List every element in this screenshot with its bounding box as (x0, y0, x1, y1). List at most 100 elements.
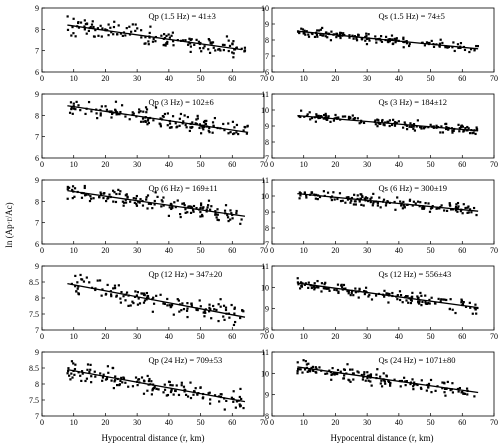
data-point (165, 394, 168, 397)
data-point (234, 406, 237, 409)
data-point (88, 199, 92, 203)
data-point (172, 44, 175, 47)
data-point (456, 201, 460, 205)
data-point (307, 281, 310, 284)
x-tick-label: 50 (427, 160, 435, 169)
data-point (335, 32, 338, 35)
data-point (427, 202, 430, 205)
data-point (88, 281, 91, 284)
data-point (239, 222, 242, 225)
data-point (91, 20, 94, 23)
data-point (182, 120, 185, 123)
data-point (163, 302, 166, 306)
data-point (339, 36, 342, 40)
data-point (323, 113, 326, 117)
data-point (231, 217, 234, 220)
data-point (184, 208, 187, 211)
data-point (199, 305, 202, 308)
data-point (186, 315, 189, 319)
data-point (310, 116, 314, 120)
x-tick-label: 40 (395, 418, 403, 427)
data-point (435, 207, 438, 210)
data-point (386, 200, 389, 203)
data-point (332, 191, 335, 194)
data-point (70, 106, 73, 109)
data-point (101, 288, 104, 291)
data-point (110, 293, 113, 296)
data-point (460, 298, 463, 301)
data-point (367, 295, 370, 298)
data-point (177, 393, 181, 397)
data-point (201, 126, 204, 129)
data-point (388, 292, 391, 296)
data-point (474, 303, 477, 306)
data-point (427, 382, 431, 386)
data-point (203, 45, 206, 48)
data-point (396, 298, 399, 301)
data-point (429, 207, 433, 210)
data-point (70, 372, 73, 375)
data-point (413, 381, 416, 384)
data-point (114, 100, 118, 103)
data-point (148, 377, 151, 381)
data-point (195, 122, 198, 126)
data-point (303, 191, 306, 194)
data-point (99, 192, 103, 196)
data-point (107, 371, 110, 374)
data-point (230, 396, 233, 399)
data-point (185, 126, 188, 129)
data-point (135, 294, 138, 297)
data-point (121, 381, 124, 384)
data-point (180, 381, 183, 384)
data-point (394, 208, 397, 211)
y-tick-label: 11 (261, 348, 269, 357)
panel-title: Qs (6 Hz) = 300±19 (379, 183, 447, 193)
data-point (109, 26, 112, 29)
data-point (135, 203, 138, 206)
data-point (446, 380, 449, 384)
data-point (406, 128, 409, 131)
data-point (311, 32, 314, 36)
panel-8: 7 8 9 10 11 0 10 20 30 40 50 60 70 Qs (6 Hz) = 300±19 (261, 176, 498, 255)
data-point (125, 291, 129, 294)
data-point (463, 48, 467, 52)
data-point (434, 389, 437, 392)
x-tick-label: 40 (395, 332, 403, 341)
data-point (207, 48, 210, 51)
data-point (454, 209, 458, 212)
plot-frame (41, 93, 265, 159)
data-point (454, 205, 458, 208)
data-point (400, 204, 403, 207)
data-point (68, 186, 71, 189)
data-point (189, 211, 193, 214)
data-point (444, 127, 448, 131)
data-point (195, 206, 198, 210)
data-point (243, 125, 246, 129)
data-point (305, 194, 308, 197)
data-point (102, 196, 105, 200)
data-point (357, 34, 360, 37)
data-point (339, 199, 343, 203)
data-point (439, 300, 442, 303)
data-point (242, 129, 245, 132)
data-point (119, 297, 122, 300)
data-point (70, 360, 74, 363)
data-point (451, 391, 455, 394)
data-point (376, 118, 379, 121)
panel-title: Qs (24 Hz) = 1071±80 (379, 355, 456, 365)
data-point (298, 287, 302, 290)
data-point (416, 383, 419, 387)
data-point (127, 304, 130, 307)
data-point (122, 204, 125, 207)
data-point (329, 39, 333, 42)
data-point (387, 120, 390, 124)
data-point (339, 31, 342, 34)
panel-2: 6 7 8 9 0 10 20 30 40 50 60 70 Qp (3 Hz) = 102±6 (35, 90, 268, 169)
data-point (138, 302, 142, 305)
data-point (150, 380, 153, 383)
data-point (186, 43, 190, 46)
data-point (410, 296, 413, 299)
data-point (216, 213, 219, 216)
data-point (94, 375, 97, 378)
data-point (201, 207, 204, 210)
